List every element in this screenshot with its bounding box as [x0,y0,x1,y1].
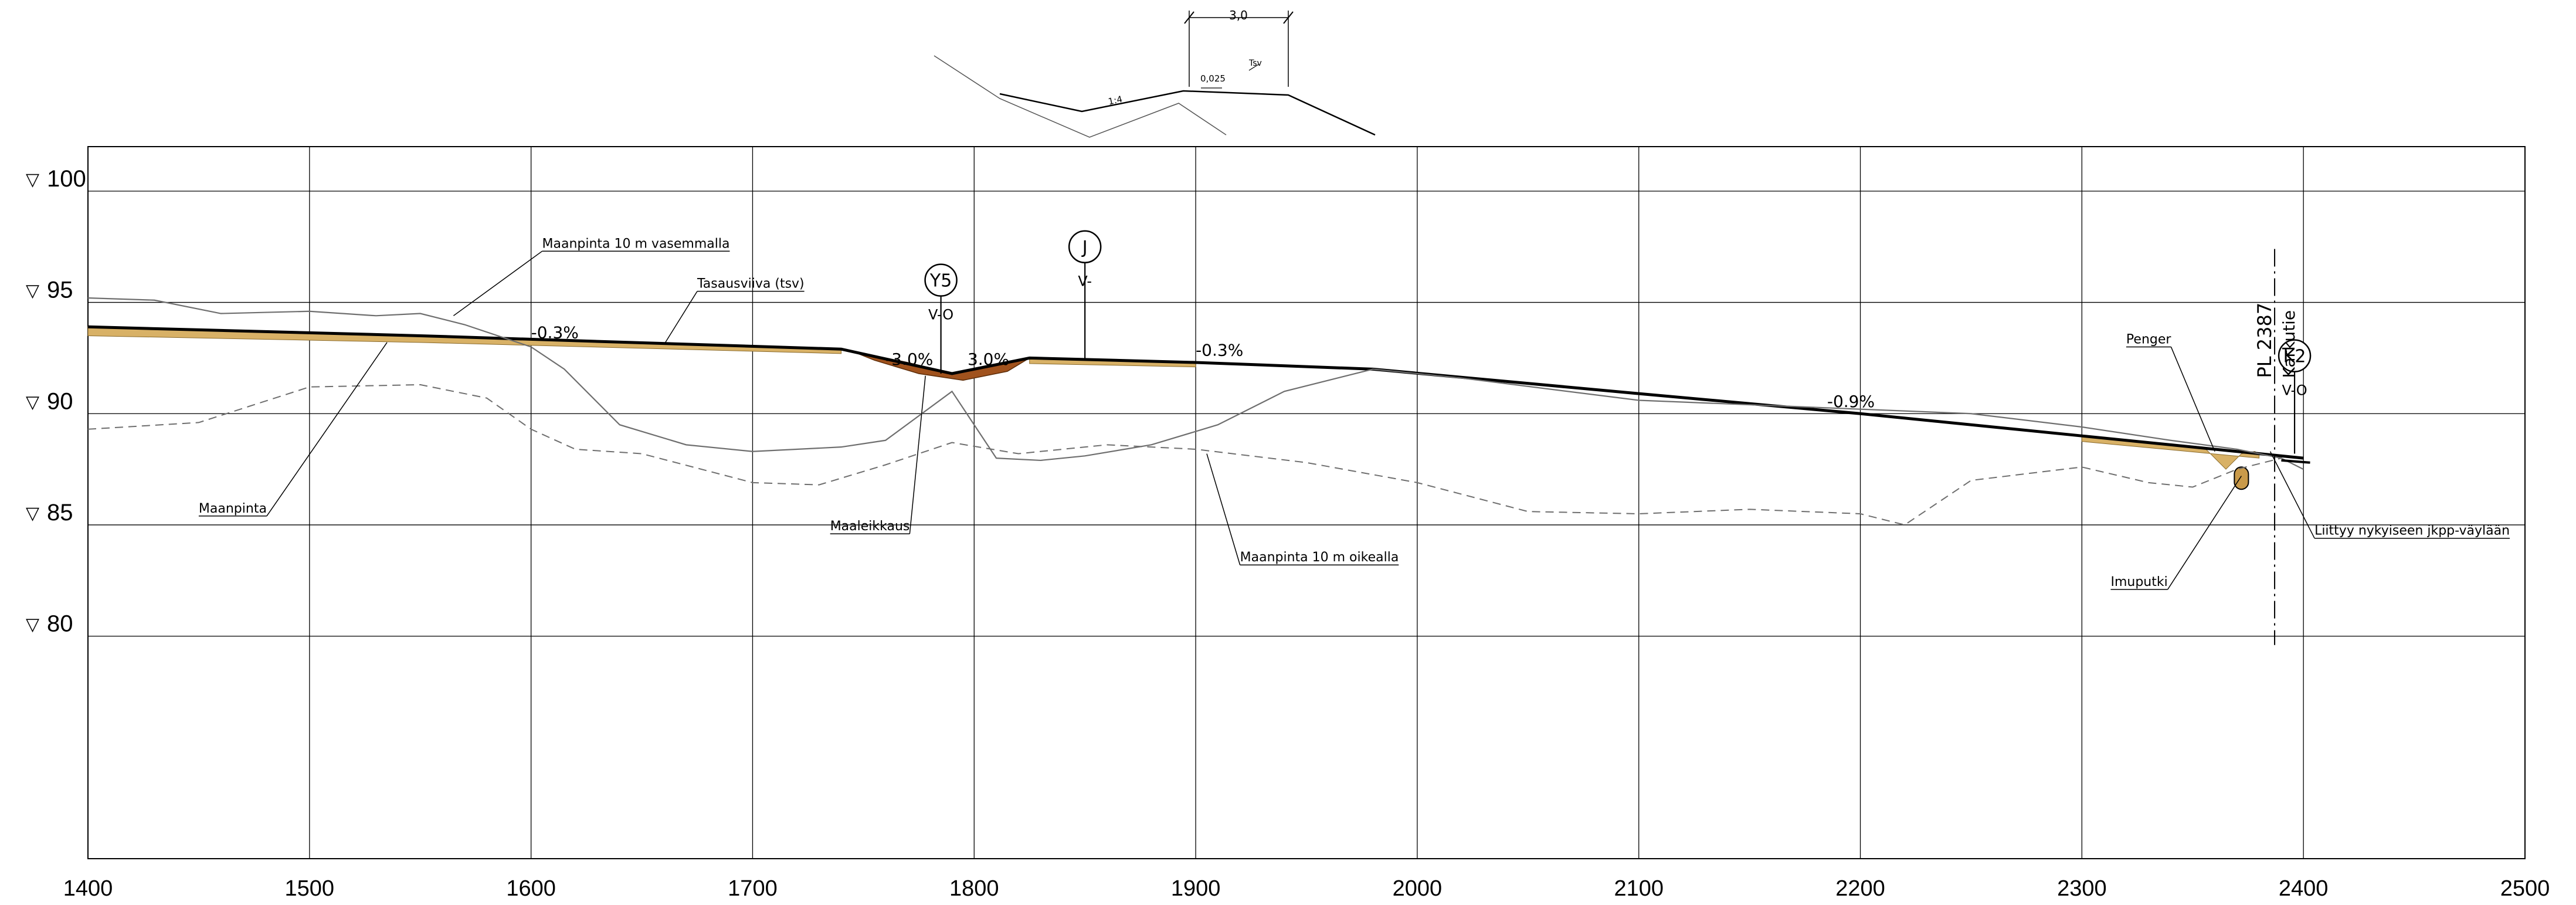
cross-section-dimension: 3,0 [1229,8,1248,22]
annotation-label: Liittyy nykyiseen jkpp-väylään [2314,524,2510,538]
cross-section-crossfall: 0,025 [1200,73,1226,84]
station-marker: PL 2387 Karkutie [2253,249,2299,645]
plot-frame [87,146,2526,859]
x-tick-label: 2400 [2279,876,2329,901]
symbol-label: K2 [2283,347,2306,367]
existing-path-tail [2281,459,2310,464]
y-tick-marker: ▽ [26,615,39,635]
cross-section-dim-tick-left [1184,11,1194,24]
grade-labels: -0.3% -3.0% 3.0% -0.3% -0.9% [531,323,1875,411]
fill-material [2081,435,2260,470]
annotation-label: Maanpinta 10 m vasemmalla [542,236,730,251]
cross-section-dim-tick-right [1283,11,1294,24]
x-tick-label: 1600 [506,876,556,901]
annotation-leader [909,375,926,534]
symbol-label: J [1081,238,1088,258]
symbol-circle [1068,230,1102,263]
annotation-leader [1206,453,1241,565]
symbol-label: Y5 [929,271,952,292]
annotation-leader [2167,476,2242,590]
annotation-leader [2269,451,2315,539]
x-tick-label: 2200 [1835,876,1885,901]
y-tick-marker: ▽ [26,504,39,523]
x-tick-label: 1700 [728,876,778,901]
symbol-sub-label: V- [1078,273,1092,290]
grade-label: -0.3% [1196,341,1243,360]
annotation-leader [2170,347,2215,452]
grade-label: -3.0% [885,350,933,369]
series-ground-right [87,384,2282,526]
annotation-label: Maanpinta [199,501,267,516]
annotation-label: Maaleikkaus [830,519,910,534]
cross-section-tsv: Tsv [1248,59,1262,68]
x-tick-label: 2100 [1614,876,1664,901]
cross-section-slope: 1:4 [1107,94,1123,107]
y-tick-marker: ▽ [26,282,39,301]
annotations: Maanpinta 10 m vasemmalla Tasausviiva (ts… [198,236,2510,590]
x-tick-label: 1500 [285,876,335,901]
grid [87,147,2526,859]
annotation-label: Imuputki [2110,575,2167,589]
station-label: PL 2387 [2253,303,2276,378]
annotation-label: Maanpinta 10 m oikealla [1240,550,1399,565]
symbol-circle [924,263,958,297]
y-tick-label: 95 [47,277,73,303]
cross-section-design-surface [999,90,1376,136]
grade-label: -0.3% [531,323,579,342]
x-tick-label: 1400 [63,876,113,901]
x-axis-tick-labels: 1400 1500 1600 1700 1800 1900 2000 2100 2200 2300… [63,876,2550,901]
annotation-label: Penger [2126,332,2171,347]
marker-symbols: Y5 V-O J V- K2 V-O [924,230,2312,454]
profile-lines [87,297,2310,526]
x-tick-label: 1800 [949,876,999,901]
cross-section-sketch [934,11,1376,138]
grade-label: 3.0% [968,350,1009,369]
grade-label: -0.9% [1827,392,1875,411]
annotation-leader [266,342,388,517]
series-design [87,325,2304,460]
station-road-label: Karkutie [2279,310,2299,378]
y-tick-label: 100 [47,166,86,192]
material-layers [87,326,2260,490]
symbol-sub-label: V-O [928,307,953,323]
y-axis-tick-labels: ▽ 80 ▽ 85 ▽ 90 ▽ 95 ▽ 100 [26,166,86,637]
symbol-circle [2278,339,2312,372]
x-tick-label: 2300 [2057,876,2107,901]
x-tick-label: 1900 [1171,876,1221,901]
y-tick-label: 90 [47,388,73,414]
annotation-label: Tasausviiva (tsv) [697,277,805,292]
x-tick-label: 2000 [1393,876,1443,901]
suction-pipe [2234,466,2249,490]
symbol-sub-label: V-O [2282,382,2307,399]
annotation-leader [663,291,698,345]
y-tick-marker: ▽ [26,392,39,412]
series-ground-left [87,297,2304,470]
cross-section-existing-ground [934,55,1227,138]
y-tick-label: 80 [47,611,73,637]
annotation-leader [453,250,542,316]
y-tick-marker: ▽ [26,170,39,189]
y-tick-label: 85 [47,500,73,526]
x-tick-label: 2500 [2500,876,2550,901]
cross-section-tsv-leader [1248,64,1259,71]
